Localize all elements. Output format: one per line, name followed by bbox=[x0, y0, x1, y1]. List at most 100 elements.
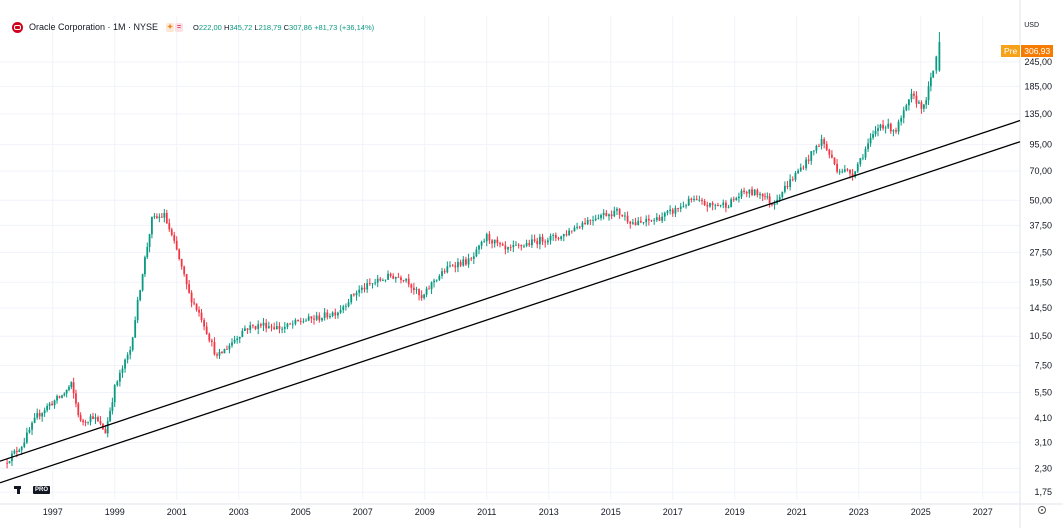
candle-body bbox=[565, 234, 568, 236]
time-axis[interactable]: 1997 1999 2001 2003 2005 2007 2009 2011 2013 2015… bbox=[43, 507, 993, 517]
candle-body bbox=[740, 190, 743, 197]
candle-body bbox=[360, 287, 363, 290]
candle-body bbox=[781, 191, 784, 198]
candle-body bbox=[653, 219, 656, 221]
candle-body bbox=[525, 243, 528, 246]
candle-body bbox=[589, 219, 592, 221]
candle-body bbox=[218, 352, 221, 356]
candle-body bbox=[281, 328, 284, 330]
candle-body bbox=[701, 199, 703, 201]
candle-body bbox=[879, 124, 882, 129]
candle-body bbox=[374, 282, 377, 284]
change-value: +81,73 (+36,14%) bbox=[314, 22, 375, 32]
candle-body bbox=[238, 336, 241, 339]
candle-body bbox=[347, 302, 350, 307]
candle-body bbox=[709, 203, 711, 207]
candle-body bbox=[305, 320, 307, 322]
candle-body bbox=[549, 235, 552, 241]
candle-body bbox=[113, 385, 116, 403]
candle-body bbox=[730, 199, 733, 208]
candle-body bbox=[352, 294, 355, 296]
candle-body bbox=[552, 235, 555, 236]
candle-body bbox=[397, 277, 400, 278]
sparkle-icon[interactable]: ✦ bbox=[166, 22, 175, 32]
candle-body bbox=[226, 349, 228, 350]
symbol-legend[interactable]: Oracle Corporation · 1M · NYSE ✦ = O222,… bbox=[12, 19, 374, 35]
candle-body bbox=[203, 320, 206, 327]
candle-body bbox=[139, 290, 142, 300]
candle-body bbox=[523, 245, 525, 247]
candle-body bbox=[379, 278, 382, 281]
candle-body bbox=[459, 261, 462, 266]
trendline bbox=[0, 141, 1021, 484]
equals-icon[interactable]: = bbox=[175, 22, 184, 32]
candle-body bbox=[687, 198, 690, 206]
candle-body bbox=[92, 416, 94, 419]
candle-body bbox=[163, 213, 166, 218]
candle-body bbox=[889, 123, 892, 132]
candle-body bbox=[666, 211, 669, 213]
candle-body bbox=[927, 86, 930, 101]
candle-body bbox=[462, 259, 465, 266]
candle-body bbox=[573, 227, 576, 232]
candle-body bbox=[900, 117, 903, 122]
time-tick-label: 2007 bbox=[353, 507, 373, 517]
candle-body bbox=[241, 330, 244, 337]
candle-body bbox=[438, 275, 441, 280]
candle-body bbox=[124, 359, 126, 369]
price-axis[interactable]: 245,00 185,00 135,00 95,00 70,00 50,00 37,50 27… bbox=[1024, 57, 1052, 497]
candle-body bbox=[193, 302, 195, 304]
candle-body bbox=[358, 289, 361, 293]
candle-body bbox=[25, 432, 28, 443]
candle-body bbox=[457, 261, 459, 268]
candle-body bbox=[198, 309, 200, 313]
currency-label[interactable]: USD bbox=[1024, 22, 1039, 29]
candle-body bbox=[257, 324, 260, 329]
candle-body bbox=[509, 247, 512, 248]
trendlines[interactable] bbox=[0, 119, 1021, 484]
symbol-title[interactable]: Oracle Corporation · 1M · NYSE bbox=[29, 22, 159, 32]
candle-body bbox=[751, 189, 753, 195]
candle-body bbox=[418, 289, 420, 296]
candle-body bbox=[674, 207, 677, 214]
candle-body bbox=[679, 206, 682, 209]
candle-body bbox=[31, 422, 33, 430]
candle-body bbox=[61, 395, 63, 398]
candle-body bbox=[825, 144, 828, 150]
candle-body bbox=[882, 124, 884, 129]
candle-body bbox=[72, 382, 75, 394]
candle-body bbox=[425, 288, 428, 295]
candle-body bbox=[682, 206, 685, 208]
candle-body bbox=[387, 273, 389, 280]
candle-body bbox=[254, 326, 257, 329]
candle-body bbox=[75, 393, 77, 404]
candle-body bbox=[392, 275, 395, 279]
time-tick-label: 2027 bbox=[973, 507, 993, 517]
settings-gear-icon[interactable] bbox=[1038, 506, 1046, 514]
candle-body bbox=[642, 222, 645, 223]
candle-body bbox=[578, 226, 581, 228]
candle-body bbox=[872, 134, 874, 138]
candle-body bbox=[517, 244, 520, 246]
candle-body bbox=[895, 130, 897, 132]
candle-body bbox=[475, 249, 478, 257]
candle-body bbox=[454, 265, 457, 268]
legend-chips[interactable]: ✦ = bbox=[166, 22, 184, 32]
premarket-price-tag: Pre 306,93 bbox=[1001, 45, 1054, 57]
candle-body bbox=[205, 326, 208, 334]
candle-body bbox=[231, 342, 233, 346]
low-value: 218,79 bbox=[258, 22, 282, 32]
candle-body bbox=[544, 241, 547, 243]
candle-body bbox=[188, 284, 191, 293]
candle-body bbox=[286, 323, 289, 327]
candles bbox=[6, 31, 941, 469]
candle-body bbox=[541, 236, 544, 242]
candle-body bbox=[802, 167, 805, 169]
candle-body bbox=[820, 139, 823, 146]
tradingview-logo[interactable]: PRO bbox=[14, 485, 51, 494]
candle-body bbox=[725, 202, 727, 208]
candle-body bbox=[935, 56, 938, 71]
candle-body bbox=[632, 222, 634, 224]
candle-body bbox=[165, 213, 168, 224]
